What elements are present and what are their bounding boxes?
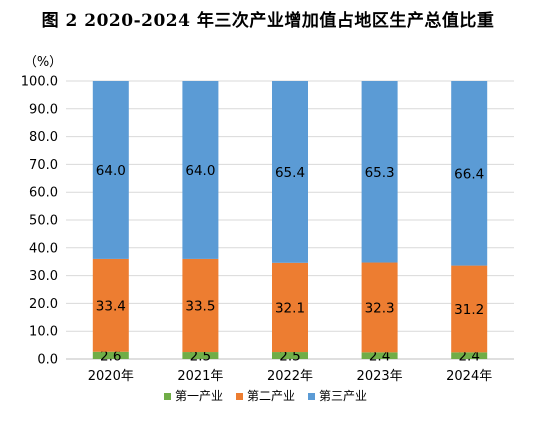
y-tick-label: 30.0 (29, 269, 58, 284)
y-tick-label: 10.0 (29, 325, 58, 340)
data-label: 32.3 (365, 300, 395, 316)
y-tick-label: 60.0 (29, 186, 58, 201)
bar-segment (451, 265, 488, 353)
x-tick-label: 2023年 (357, 369, 403, 384)
data-label: 33.4 (96, 298, 126, 314)
bar-segment (92, 351, 129, 359)
data-label: 2.5 (190, 349, 211, 365)
x-tick-label: 2021年 (177, 369, 223, 384)
y-tick-label: 70.0 (29, 158, 58, 173)
data-label: 2.6 (100, 348, 121, 364)
y-tick-label: 20.0 (29, 297, 58, 312)
legend-swatch (164, 393, 171, 400)
legend-label: 第三产业 (319, 389, 367, 403)
y-tick-label: 50.0 (29, 214, 58, 229)
data-label: 64.0 (96, 163, 126, 179)
data-label: 33.5 (185, 298, 215, 314)
y-tick-label: 90.0 (29, 102, 58, 117)
data-label: 64.0 (185, 163, 215, 179)
data-label: 32.1 (275, 300, 305, 316)
bar-segment (451, 352, 488, 359)
bar-segment (272, 352, 308, 359)
y-tick-label: 0.0 (37, 353, 58, 368)
bar-segment (92, 81, 129, 259)
data-label: 66.4 (454, 166, 484, 182)
bar-segment (272, 262, 308, 353)
bars: 2.6 33.4 64.0 2.5 33.5 64.0 2.5 32.1 65.4 2.4 32.3… (92, 81, 488, 365)
y-unit-label: （%） (24, 55, 62, 70)
data-label: 31.2 (454, 302, 484, 318)
legend-label: 第一产业 (175, 389, 223, 403)
bar-segment (182, 352, 219, 359)
data-label: 2.4 (458, 349, 479, 365)
y-tick-label: 100.0 (21, 75, 58, 90)
chart-title: 图 2 2020-2024 年三次产业增加值占地区生产总值比重 (41, 11, 495, 31)
bar-segment (361, 81, 398, 263)
legend-label: 第二产业 (247, 389, 295, 403)
y-tick-label: 40.0 (29, 241, 58, 256)
x-tick-label: 2022年 (267, 369, 313, 384)
bar-segment (272, 81, 308, 263)
bar-segment (451, 81, 488, 266)
data-label: 65.4 (275, 165, 305, 181)
bar-segment (92, 258, 129, 352)
bar-segment (182, 81, 219, 259)
bar-segment (361, 352, 398, 359)
x-tick-label: 2020年 (88, 369, 134, 384)
y-axis-ticks: 0.0 10.0 20.0 30.0 40.0 50.0 60.0 70.0 80.0 90.0 1… (21, 75, 58, 368)
y-tick-label: 80.0 (29, 130, 58, 145)
legend: 第一产业 第二产业 第三产业 (164, 389, 367, 403)
bar-segment (361, 262, 398, 353)
legend-swatch (308, 393, 315, 400)
x-axis-ticks: 2020年 2021年 2022年 2023年 2024年 (88, 369, 492, 384)
data-label: 2.5 (279, 349, 300, 365)
bar-segment (182, 258, 219, 353)
x-tick-label: 2024年 (446, 369, 492, 384)
legend-swatch (236, 393, 243, 400)
data-label: 65.3 (365, 165, 395, 181)
data-label: 2.4 (369, 349, 390, 365)
